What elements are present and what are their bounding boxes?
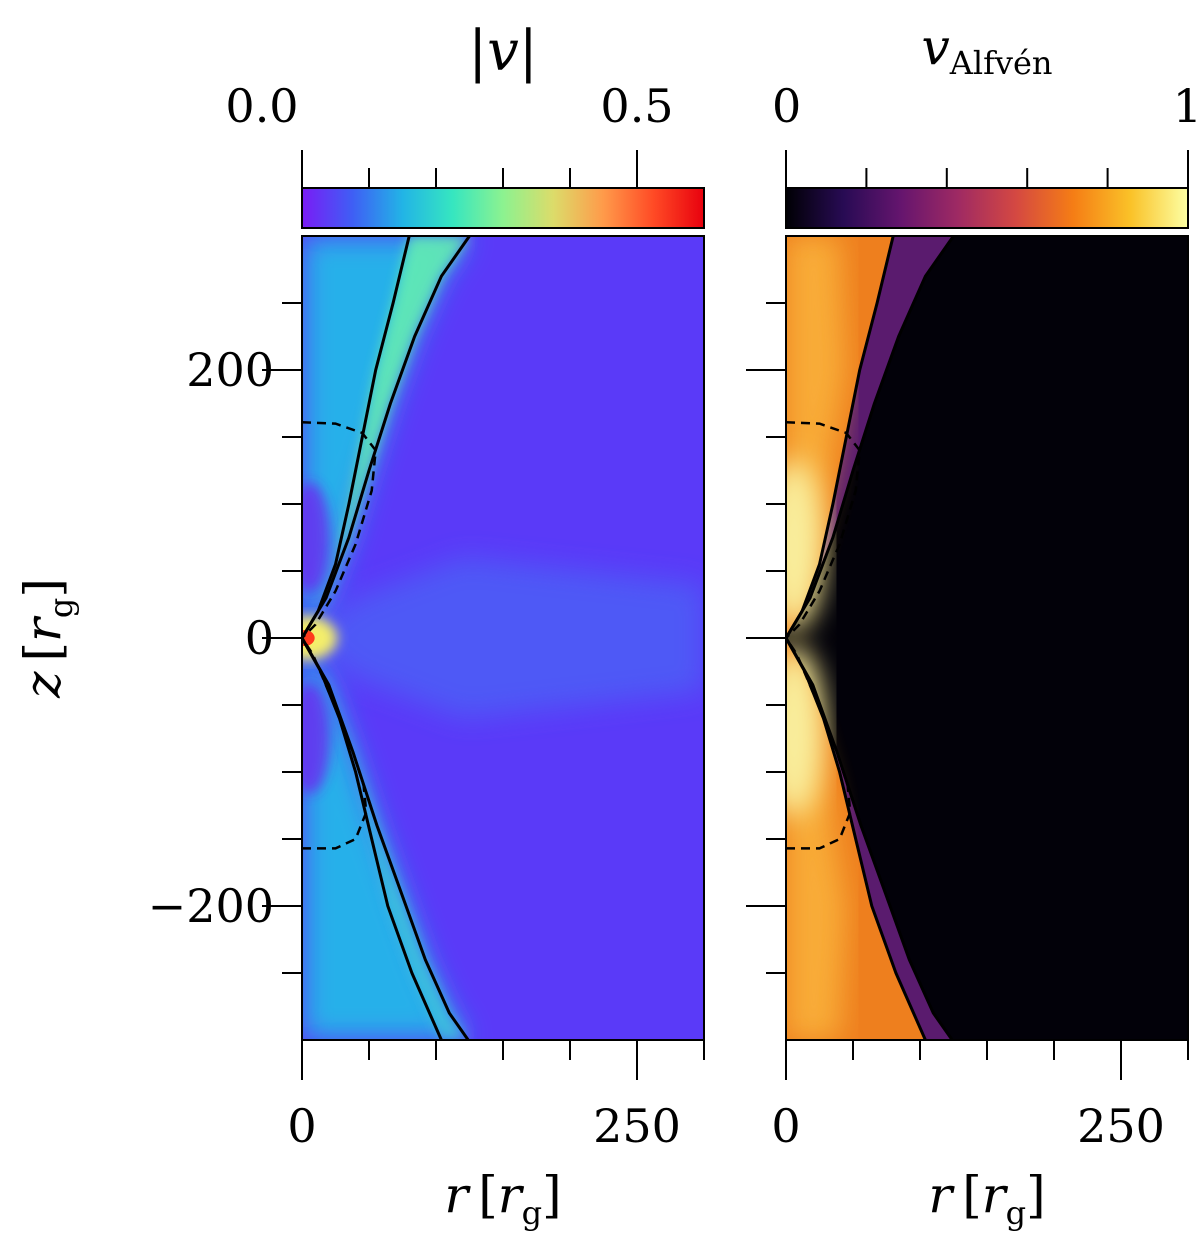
svg-text:z[rg]: z[rg] (14, 578, 80, 699)
colorbar-right-title: vAlfvén (921, 18, 1052, 82)
x-label-right-unit: r (982, 1166, 1009, 1224)
heatmap-left-field (302, 236, 704, 1040)
contour-solid-upper (302, 236, 411, 639)
x-label-right-unit-sub: g (1006, 1194, 1026, 1232)
y-label-unit-sub: g (42, 598, 80, 618)
contour-dashed-upper (302, 421, 377, 639)
colorbar-tick-label: 1 (1173, 79, 1200, 133)
colorbar-right-symbol: v (921, 18, 949, 76)
x-label-left-symbol: r (444, 1166, 471, 1224)
contour-dashed-lower (302, 637, 368, 850)
contour-solid-upper-outer (302, 236, 471, 639)
polar-funnel-region (302, 236, 470, 1040)
colorbar-tick-label: 0 (772, 79, 801, 133)
y-ticks-right (746, 302, 786, 974)
contour-solid-lower-outer (302, 637, 470, 1040)
y-tick-label: 200 (186, 343, 274, 397)
contour-dashed-upper (786, 421, 861, 639)
contour-solid-upper (786, 236, 895, 639)
y-ticks-left: −200 0 200 (148, 302, 302, 974)
contours-left (302, 236, 471, 1040)
colorbar-right (785, 187, 1189, 229)
x-axis-label-right: r [rg] (928, 1166, 1045, 1232)
contours-right (786, 236, 955, 1040)
midplane-band (302, 557, 704, 719)
x-tick-label: 0 (287, 1099, 316, 1153)
x-label-left-unit: r (498, 1166, 525, 1224)
contour-solid-upper-outer (786, 236, 955, 639)
axis-void-lower (302, 683, 331, 794)
colorbar-right-sub: Alfvén (949, 44, 1053, 82)
colorbar-left-ticks: 0.0 0.5 (225, 79, 674, 188)
contour-dashed-lower (786, 637, 852, 850)
x-ticks-right: 0 250 (771, 1040, 1189, 1153)
funnel-inner-upper (786, 459, 825, 630)
x-label-left-unit-sub: g (522, 1194, 542, 1232)
y-axis-label: z[rg] (14, 578, 80, 699)
center-glow (302, 616, 338, 660)
abs-bar-left: | (468, 19, 487, 84)
colorbar-left-title: |v| (468, 19, 537, 84)
y-label-unit: r (14, 615, 72, 642)
heatmap-right-field (786, 236, 954, 1040)
sheath-upper (302, 236, 470, 638)
heatmap-right (786, 236, 1188, 1040)
x-tick-label: 0 (771, 1099, 800, 1153)
y-label-symbol: z (14, 671, 72, 699)
axis-void-upper (302, 482, 331, 593)
abs-bar-right: | (519, 19, 538, 84)
colorbar-left (301, 187, 705, 229)
x-tick-label: 250 (1077, 1099, 1165, 1153)
y-tick-label: −200 (148, 879, 274, 933)
x-label-right-symbol: r (928, 1166, 955, 1224)
colorbar-tick-label: 0.5 (600, 79, 673, 133)
heatmap-left (302, 236, 704, 1040)
colorbar-left-symbol: v (487, 19, 519, 84)
contour-solid-lower-outer (786, 637, 954, 1040)
colorbar-tick-label: 0.0 (225, 79, 298, 133)
funnel-inner-lower (786, 646, 825, 817)
x-tick-label: 250 (593, 1099, 681, 1153)
x-axis-label-left: r [rg] (444, 1166, 561, 1232)
x-ticks-left: 0 250 (287, 1040, 705, 1153)
panel-left: 0 250 −200 0 200 0.0 0.5 |v| r [rg] z[rg] (14, 19, 705, 1232)
y-tick-label: 0 (245, 611, 274, 665)
